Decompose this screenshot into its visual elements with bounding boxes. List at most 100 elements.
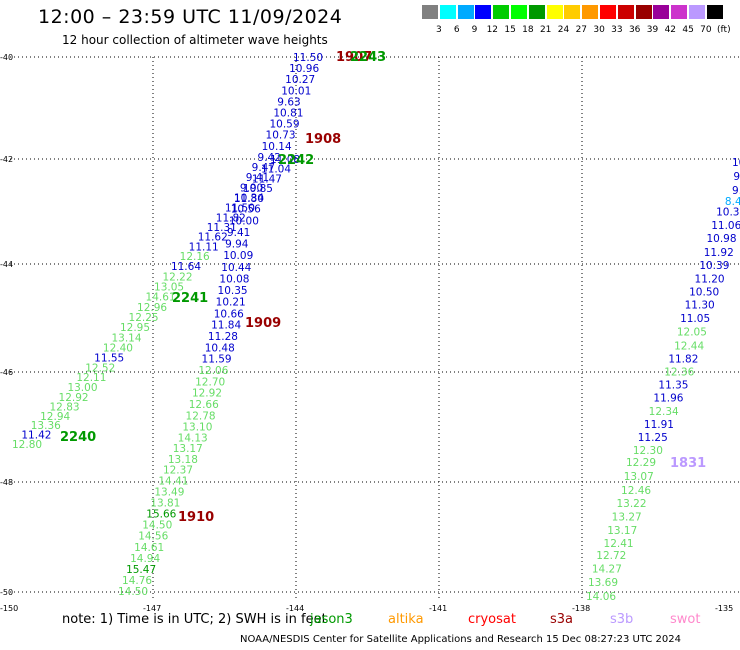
wave-height-value: 12.78	[186, 410, 216, 422]
wave-height-value: 9.47	[252, 162, 275, 174]
legend-label: 27	[575, 25, 588, 35]
wave-height-value: 12.96	[137, 302, 167, 314]
wave-height-value: 12.52	[85, 362, 115, 374]
wave-height-value: 14.06	[586, 591, 616, 603]
wave-height-value: 10	[732, 157, 740, 169]
wave-height-value: 9.63	[277, 96, 300, 108]
wave-height-value: 11.31	[207, 222, 237, 234]
pass-number-label: 1909	[245, 316, 281, 331]
wave-height-value: 12.29	[626, 457, 656, 469]
altimeter-tracks: 11.5010.9610.2710.019.6310.8110.5910.731…	[12, 52, 740, 603]
wave-height-value: 11.91	[644, 419, 674, 431]
wave-height-value: 10.35	[218, 285, 248, 297]
wave-height-value: 11.42	[21, 430, 51, 442]
legend-swatch	[422, 5, 438, 19]
legend-label: 36	[628, 25, 641, 35]
wave-height-value: 14.94	[130, 553, 160, 565]
wave-height-value: 13.05	[154, 282, 184, 294]
wave-height-value: 10.08	[219, 273, 249, 285]
axis-labels: -40 -42 -44 -46 -48 -50 -150 -147 -144 -141 -138 -1…	[0, 53, 733, 613]
pass-number-label: 2243	[350, 50, 386, 65]
wave-height-value: 12.46	[621, 485, 651, 497]
wave-height-value: 11.50	[225, 203, 255, 215]
wave-height-value: 9.	[732, 185, 740, 197]
satellite-altika-label: altika	[388, 612, 424, 627]
wave-height-value: 13.81	[150, 498, 180, 510]
lon-label: -135	[715, 604, 733, 613]
page-subtitle: 12 hour collection of altimeter wave hei…	[62, 33, 328, 47]
wave-height-value: 11.92	[704, 247, 734, 259]
wave-height-value: 10.48	[205, 342, 235, 354]
wave-height-value: 12.94	[40, 411, 70, 423]
wave-height-value: 11.11	[189, 241, 219, 253]
wave-height-value: 8.4	[725, 196, 740, 208]
wave-height-value: 14.76	[122, 575, 152, 587]
wave-height-value: 13.27	[612, 511, 642, 523]
pass-number-label: 2240	[60, 430, 96, 445]
wave-height-value: 10.96	[289, 63, 319, 75]
wave-height-value: 14.27	[592, 564, 622, 576]
legend-swatch	[546, 5, 563, 19]
wave-height-value: 10.14	[262, 141, 292, 153]
wave-height-value: 12.37	[163, 465, 193, 477]
lat-lon-grid	[10, 56, 740, 600]
page-title: 12:00 – 23:59 UTC 11/09/2024	[38, 6, 343, 28]
wave-height-value: 12.06	[198, 365, 228, 377]
legend-swatch	[439, 5, 456, 19]
wave-height-value: 11.64	[171, 261, 201, 273]
wave-height-value: 11.82	[216, 212, 246, 224]
lat-label: -44	[0, 260, 13, 269]
wave-height-value: 13.49	[154, 486, 184, 498]
wave-height-value: 11.28	[208, 331, 238, 343]
wave-height-value: 12.92	[192, 388, 222, 400]
wave-height-value: 13.17	[607, 525, 637, 537]
wave-height-value: 13.10	[182, 422, 212, 434]
wave-height-value: 12.36	[664, 367, 694, 379]
wave-height-value: 10.01	[281, 85, 311, 97]
wave-height-value: 12.41	[604, 538, 634, 550]
wave-height-value: 11.50	[293, 52, 323, 64]
legend-swatch	[617, 5, 634, 19]
pass-number-label: 1907	[336, 50, 372, 65]
wave-height-value: 10.85	[243, 183, 273, 195]
legend-swatch	[653, 5, 670, 19]
pass-number-label: 2241	[172, 291, 208, 306]
legend-swatch	[564, 5, 581, 19]
satellite-swot-label: swot	[670, 612, 701, 627]
wave-height-value: 11.96	[653, 393, 683, 405]
wave-height-value: 11.82	[668, 353, 698, 365]
wave-height-value: 11.62	[198, 232, 228, 244]
lon-label: -138	[572, 604, 590, 613]
legend-swatch	[689, 5, 705, 19]
wave-height-value: 11.35	[658, 380, 688, 392]
wave-height-value: 13.22	[616, 498, 646, 510]
wave-height-value: 11.05	[680, 313, 710, 325]
wave-height-value: 10.3	[716, 207, 739, 219]
wave-height-value: 11.08	[270, 154, 300, 166]
legend-swatch	[635, 5, 652, 19]
legend-label: 15	[504, 25, 516, 35]
wave-height-value: 13.14	[111, 332, 141, 344]
pass-number-label: 1910	[178, 510, 214, 525]
wave-height-value: 10.00	[229, 215, 259, 227]
wave-height-value: 10.44	[221, 262, 251, 274]
lat-label: -48	[0, 478, 13, 487]
legend-label: 9	[471, 25, 478, 35]
wave-height-value: 10.56	[231, 204, 261, 216]
wave-height-value: 10.98	[706, 233, 736, 245]
wave-height-value: 12.16	[180, 251, 210, 263]
legend-label: 39	[646, 25, 659, 35]
wave-height-value: 11.20	[695, 273, 725, 285]
wave-height-value: 10.81	[273, 107, 303, 119]
legend-label: 45	[682, 25, 694, 35]
wave-height-value: 12.70	[195, 376, 225, 388]
wave-height-value: 10.09	[223, 250, 253, 262]
wave-height-value: 13.00	[67, 382, 97, 394]
wave-height-value: 15.47	[126, 564, 156, 576]
wave-height-value: 9.94	[225, 239, 249, 251]
wave-height-value: 12.95	[120, 322, 150, 334]
wave-height-value: 14.56	[138, 531, 168, 543]
wave-height-value: 9	[733, 171, 740, 183]
